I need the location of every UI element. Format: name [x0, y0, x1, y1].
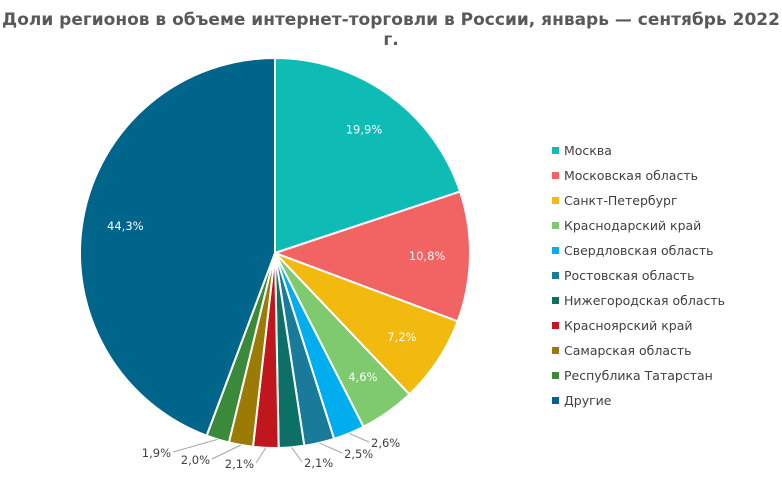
leader-line: [172, 438, 218, 453]
legend-swatch: [552, 222, 559, 229]
legend-item: Самарская область: [552, 338, 725, 363]
legend-label: Краснодарский край: [564, 218, 702, 233]
pie-slice: [274, 56, 462, 255]
legend-label: Ростовская область: [564, 268, 695, 283]
legend-label: Санкт-Петербург: [564, 193, 678, 208]
legend-item: Другие: [552, 388, 725, 413]
legend-swatch: [552, 197, 559, 204]
leader-line: [291, 447, 303, 463]
chart-title: Доли регионов в объеме интернет-торговли…: [2, 10, 780, 50]
legend-swatch: [552, 397, 559, 404]
slice-data-label: 7,2%: [387, 330, 416, 344]
legend-item: Ростовская область: [552, 263, 725, 288]
legend-label: Москва: [564, 143, 612, 158]
legend-item: Республика Татарстан: [552, 363, 725, 388]
slice-data-label: 1,9%: [142, 446, 171, 460]
leader-line: [348, 432, 370, 443]
leader-line: [211, 444, 242, 460]
leader-line: [319, 442, 343, 454]
legend-item: Москва: [552, 138, 725, 163]
legend-swatch: [552, 347, 559, 354]
legend-item: Московская область: [552, 163, 725, 188]
slice-data-label: 2,5%: [344, 447, 373, 461]
slice-data-label: 4,6%: [348, 370, 377, 384]
legend-swatch: [552, 322, 559, 329]
legend: Москва Московская область Санкт-Петербург К…: [552, 138, 725, 413]
slice-data-label: 2,1%: [304, 456, 333, 470]
leader-line: [255, 447, 267, 464]
legend-label: Самарская область: [564, 343, 692, 358]
legend-swatch: [552, 372, 559, 379]
slice-data-label: 19,9%: [346, 123, 383, 137]
legend-label: Красноярский край: [564, 318, 693, 333]
legend-label: Республика Татарстан: [564, 368, 713, 383]
slice-data-label: 2,1%: [225, 457, 254, 471]
legend-swatch: [552, 247, 559, 254]
slice-data-label: 2,6%: [371, 436, 400, 450]
legend-label: Свердловская область: [564, 243, 714, 258]
slice-data-label: 10,8%: [409, 249, 446, 263]
legend-item: Свердловская область: [552, 238, 725, 263]
legend-item: Краснодарский край: [552, 213, 725, 238]
legend-item: Санкт-Петербург: [552, 188, 725, 213]
legend-label: Другие: [564, 393, 612, 408]
legend-label: Московская область: [564, 168, 698, 183]
slice-data-label: 2,0%: [181, 453, 210, 467]
slice-data-label: 44,3%: [107, 219, 144, 233]
legend-item: Нижегородская область: [552, 288, 725, 313]
pie-slice: [271, 190, 471, 323]
legend-swatch: [552, 272, 559, 279]
pie-slice: [79, 56, 276, 437]
legend-swatch: [552, 297, 559, 304]
legend-label: Нижегородская область: [564, 293, 726, 308]
legend-swatch: [552, 147, 559, 154]
legend-item: Красноярский край: [552, 313, 725, 338]
legend-swatch: [552, 172, 559, 179]
